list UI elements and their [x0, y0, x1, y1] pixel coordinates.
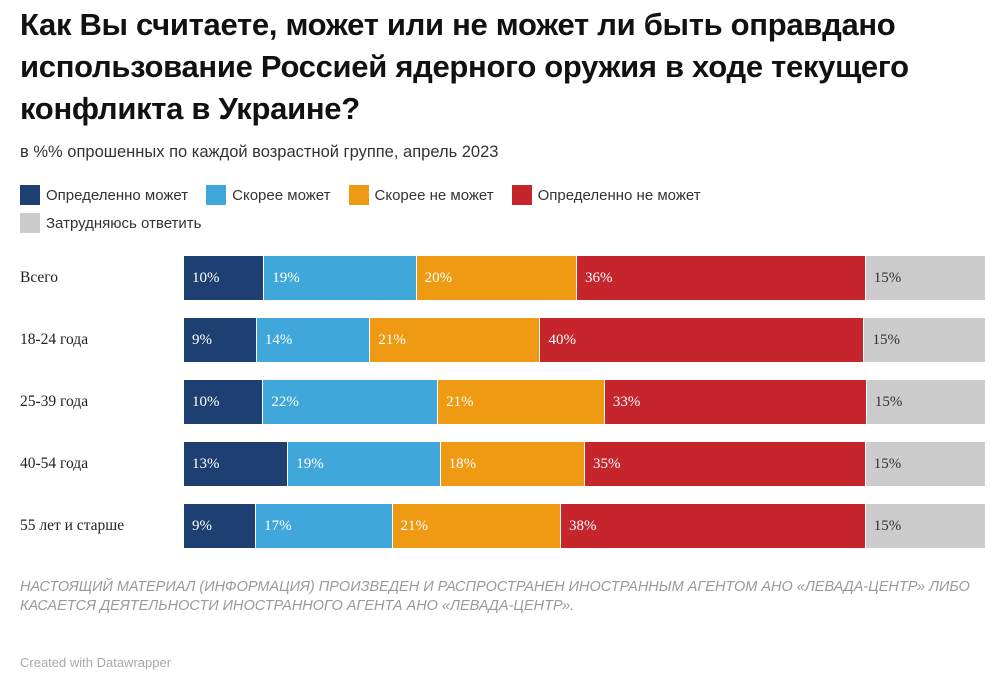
bar-segment: 15%: [866, 380, 986, 424]
legend-item: Скорее может: [206, 184, 331, 206]
legend-swatch: [511, 185, 532, 205]
legend-swatch: [348, 185, 369, 205]
bar-segment: 22%: [263, 380, 439, 424]
bar-row: 25-39 года 10% 22% 21% 33% 15%: [0, 380, 992, 424]
datawrapper-credit: Created with Datawrapper: [20, 655, 172, 670]
bar-segment: 33%: [604, 380, 867, 424]
legend-label: Скорее может: [232, 186, 331, 204]
bar-row: 55 лет и старше 9% 17% 21% 38% 15%: [0, 504, 992, 548]
stacked-bar: 10% 22% 21% 33% 15%: [184, 380, 986, 424]
bar-segment: 21%: [370, 318, 541, 362]
legend-swatch: [20, 185, 40, 205]
legend-item: Затрудняюсь ответить: [20, 212, 201, 234]
stacked-bar: 9% 14% 21% 40% 15%: [184, 318, 986, 362]
category-label: Всего: [20, 269, 59, 286]
bar-segment: 18%: [440, 442, 585, 486]
bar-row: 18-24 года 9% 14% 21% 40% 15%: [0, 318, 992, 362]
bar-segment: 21%: [392, 504, 561, 548]
chart-title: Как Вы считаете, может или не может ли б…: [20, 7, 909, 126]
legend-label: Затрудняюсь ответить: [46, 214, 202, 232]
bar-segment: 9%: [184, 318, 257, 362]
bar-segment: 19%: [264, 256, 417, 300]
bar-segment: 38%: [560, 504, 866, 548]
category-label: 55 лет и старше: [20, 517, 125, 534]
legend-label: Определенно может: [46, 186, 189, 204]
stacked-bar: 10% 19% 20% 36% 15%: [184, 256, 986, 300]
bar-segment: 13%: [184, 442, 289, 486]
legend-swatch: [206, 185, 227, 205]
bar-segment: 36%: [576, 256, 866, 300]
bar-row: 40-54 года 13% 19% 18% 35% 15%: [0, 442, 992, 486]
category-label: 40-54 года: [20, 455, 89, 472]
stacked-bar: 13% 19% 18% 35% 15%: [184, 442, 986, 486]
legend-swatch: [20, 213, 40, 233]
bar-segment: 10%: [184, 380, 264, 424]
legend-item: Скорее не может: [348, 184, 494, 206]
legend-item: Определенно не может: [511, 184, 701, 206]
bar-segment: 9%: [184, 504, 257, 548]
bar-segment: 15%: [864, 318, 986, 362]
legend-label: Скорее не может: [374, 186, 494, 204]
bar-segment: 15%: [865, 442, 986, 486]
bar-segment: 15%: [865, 256, 986, 300]
legend: Определенно может Скорее может Скорее не м…: [20, 184, 960, 234]
bar-segment: 14%: [256, 318, 371, 362]
bar-segment: 17%: [256, 504, 393, 548]
legend-label: Определенно не может: [537, 186, 701, 204]
bar-segment: 40%: [540, 318, 865, 362]
foreign-agent-disclaimer: НАСТОЯЩИЙ МАТЕРИАЛ (ИНФОРМАЦИЯ) ПРОИЗВЕД…: [20, 579, 970, 614]
category-label: 25-39 года: [20, 393, 89, 410]
bar-segment: 10%: [184, 256, 265, 300]
bar-row: Всего 10% 19% 20% 36% 15%: [0, 256, 992, 300]
bar-segment: 21%: [438, 380, 605, 424]
bar-segment: 35%: [585, 442, 866, 486]
bar-segment: 15%: [865, 504, 986, 548]
chart-subtitle: в %% опрошенных по каждой возрастной гру…: [20, 143, 499, 161]
category-label: 18-24 года: [20, 331, 89, 348]
stacked-bar: 9% 17% 21% 38% 15%: [184, 504, 986, 548]
bar-segment: 19%: [288, 442, 441, 486]
bar-segment: 20%: [416, 256, 577, 300]
legend-item: Определенно может: [20, 184, 188, 206]
